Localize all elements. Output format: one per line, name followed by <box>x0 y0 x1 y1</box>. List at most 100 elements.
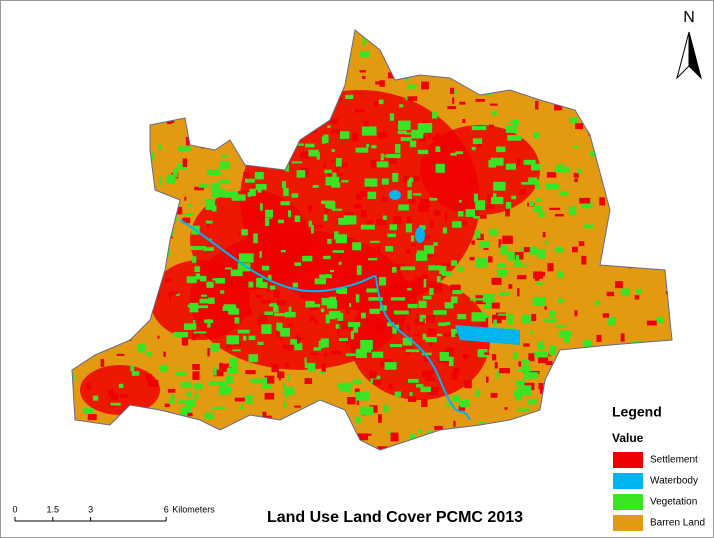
vegetation-patch <box>335 324 340 329</box>
vegetation-patch <box>284 386 295 396</box>
settlement-patch <box>443 140 448 148</box>
vegetation-patch <box>457 314 465 317</box>
settlement-patch <box>465 178 476 184</box>
vegetation-patch <box>524 369 529 380</box>
vegetation-patch <box>522 264 527 268</box>
settlement-patch <box>86 383 92 390</box>
vegetation-patch <box>523 314 528 318</box>
settlement-patch <box>276 330 279 338</box>
vegetation-patch <box>352 379 362 384</box>
settlement-patch <box>359 70 366 73</box>
vegetation-patch <box>210 343 220 352</box>
settlement-patch <box>360 210 367 218</box>
settlement-patch <box>304 262 311 271</box>
vegetation-patch <box>632 341 643 344</box>
vegetation-patch <box>319 274 333 279</box>
vegetation-patch <box>327 125 331 129</box>
vegetation-patch <box>359 51 371 58</box>
water-patch <box>389 190 401 200</box>
settlement-patch <box>182 158 188 168</box>
vegetation-patch <box>529 246 538 255</box>
vegetation-patch <box>249 188 256 197</box>
settlement-patch <box>447 106 457 110</box>
settlement-patch <box>357 433 369 441</box>
vegetation-patch <box>230 269 243 277</box>
settlement-patch <box>335 173 344 176</box>
vegetation-patch <box>180 381 192 388</box>
settlement-patch <box>421 370 432 378</box>
settlement-patch <box>620 333 625 342</box>
vegetation-patch <box>308 149 319 157</box>
vegetation-patch <box>278 219 285 224</box>
vegetation-patch <box>292 282 298 288</box>
settlement-patch <box>517 158 521 165</box>
settlement-patch <box>100 359 105 367</box>
legend-swatch <box>613 452 643 468</box>
scale-bar: 0 1.5 3 6 Kilometers <box>12 504 215 522</box>
settlement-patch <box>255 294 262 299</box>
settlement-patch <box>377 414 382 423</box>
vegetation-patch <box>459 199 462 204</box>
settlement-patch <box>353 273 357 276</box>
settlement-patch <box>276 247 280 252</box>
settlement-core <box>420 125 540 215</box>
settlement-patch <box>211 264 220 269</box>
settlement-patch <box>254 211 265 221</box>
vegetation-patch <box>221 154 228 158</box>
vegetation-patch <box>441 271 452 276</box>
settlement-patch <box>429 220 434 229</box>
vegetation-patch <box>282 181 286 189</box>
vegetation-patch <box>294 342 303 351</box>
settlement-patch <box>421 398 428 408</box>
settlement-patch <box>250 228 261 233</box>
settlement-patch <box>481 317 489 327</box>
vegetation-patch <box>206 281 214 288</box>
vegetation-patch <box>544 240 549 245</box>
settlement-patch <box>574 178 578 183</box>
vegetation-patch <box>364 178 378 187</box>
settlement-patch <box>408 396 417 402</box>
settlement-patch <box>273 270 281 275</box>
vegetation-patch <box>355 294 360 303</box>
vegetation-patch <box>203 247 214 251</box>
vegetation-patch <box>397 130 407 135</box>
vegetation-patch <box>259 251 262 258</box>
settlement-patch <box>295 274 300 279</box>
vegetation-patch <box>393 310 409 315</box>
vegetation-patch <box>529 201 534 207</box>
settlement-patch <box>331 159 336 162</box>
settlement-patch <box>355 193 363 201</box>
settlement-patch <box>213 369 224 377</box>
vegetation-patch <box>178 400 194 404</box>
vegetation-patch <box>521 359 530 364</box>
vegetation-patch <box>505 201 512 209</box>
vegetation-patch <box>432 111 438 119</box>
legend-label: Waterbody <box>650 476 698 487</box>
settlement-patch <box>219 362 223 370</box>
settlement-patch <box>432 367 435 375</box>
vegetation-patch <box>411 129 424 139</box>
vegetation-patch <box>347 322 361 328</box>
settlement-patch <box>418 135 427 142</box>
settlement-patch <box>420 235 431 239</box>
vegetation-patch <box>530 330 533 334</box>
vegetation-patch <box>527 399 537 405</box>
vegetation-patch <box>296 170 306 178</box>
vegetation-patch <box>497 313 507 316</box>
settlement-patch <box>184 196 187 201</box>
vegetation-patch <box>554 246 564 253</box>
settlement-patch <box>252 185 258 188</box>
vegetation-patch <box>507 251 515 261</box>
settlement-patch <box>282 345 294 349</box>
settlement-patch <box>234 397 245 402</box>
settlement-patch <box>164 403 170 408</box>
vegetation-patch <box>345 353 356 357</box>
vegetation-patch <box>265 217 273 226</box>
settlement-patch <box>354 108 365 113</box>
vegetation-patch <box>302 255 313 262</box>
vegetation-patch <box>356 265 362 275</box>
vegetation-patch <box>356 348 372 353</box>
vegetation-patch <box>321 297 335 306</box>
vegetation-patch <box>435 146 441 153</box>
settlement-patch <box>300 291 312 299</box>
